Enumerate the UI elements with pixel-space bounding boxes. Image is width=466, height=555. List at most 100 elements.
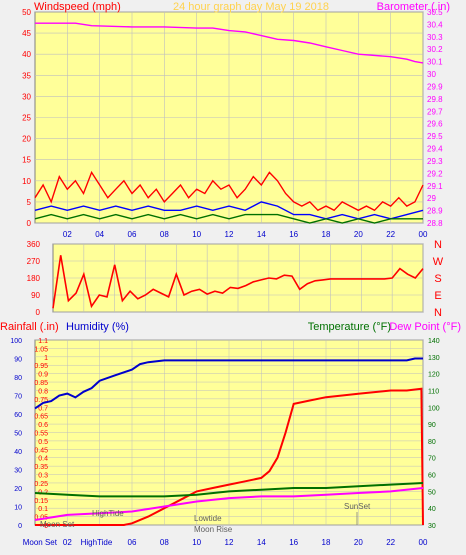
dewpoint-line [34,487,424,521]
wind-baro-series [34,22,424,224]
barometer-tick: 30.3 [427,33,443,42]
barometer-tick: 30.2 [427,45,443,54]
barometer-line [35,22,424,64]
hour-tick: 04 [95,230,104,239]
barometer-tick: 28.9 [427,207,443,216]
compass-letter: S [434,273,441,285]
hour-tick: HighTide [81,538,113,547]
hour-tick: 18 [322,538,331,547]
humidity-tick: 80 [14,375,22,382]
compass-letter: E [434,290,441,302]
rainfall-tick: 0.6 [38,422,48,429]
barometer-tick: 28.8 [427,219,443,228]
barometer-tick: 29.5 [427,132,443,141]
dewpoint-axis-label: Dew Point (°F) [389,321,461,333]
temperature-tick: 70 [428,456,436,463]
windspeed-axis-label: Windspeed (mph) [34,1,121,13]
hour-tick: 18 [322,230,331,239]
rain-temp-series [34,357,424,526]
windspeed-tick: 50 [22,8,31,17]
hour-tick: 16 [289,538,298,547]
rainfall-tick: 0.95 [34,363,48,370]
rainfall-tick: 0.4 [38,456,48,463]
rainfall-tick: 0.1 [38,506,48,513]
barometer-tick: 29.4 [427,145,443,154]
temperature-axis-label: Temperature (°F) [308,321,391,333]
graph-title: 24 hour graph day May 19 2018 [173,1,329,13]
hour-tick: 00 [419,538,428,547]
direction-tick: 0 [36,308,41,317]
temperature-line [34,482,424,498]
moon-rise-annotation: Moon Rise [194,525,233,534]
temperature-tick: 130 [428,355,440,362]
rainfall-tick-labels: 00.050.10.150.20.250.30.350.40.450.50.55… [34,338,48,530]
direction-tick: 180 [27,274,41,283]
wind-direction-gridlines [53,243,424,313]
humidity-tick: 10 [14,505,22,512]
hour-tick: 20 [354,538,363,547]
barometer-tick: 29.3 [427,157,443,166]
windspeed-tick: 45 [22,29,31,38]
rainfall-tick: 0.9 [38,372,48,379]
hour-tick: 08 [160,230,169,239]
temperature-tick: 30 [428,523,436,530]
hour-tick: 06 [128,230,137,239]
barometer-axis-label: Barometer (.in) [377,1,450,13]
temperature-tick: 120 [428,372,440,379]
wind-direction-series [52,255,424,309]
hour-tick: 16 [289,230,298,239]
humidity-tick: 20 [14,486,22,493]
hour-tick: Moon Set [23,538,58,547]
rainfall-tick: 0.35 [34,464,48,471]
rainfall-tick: 0.7 [38,405,48,412]
rainfall-tick: 0.15 [34,498,48,505]
humidity-tick: 30 [14,468,22,475]
hour-tick: 14 [257,230,266,239]
humidity-tick: 40 [14,449,22,456]
barometer-tick: 29 [427,194,436,203]
barometer-tick: 30.5 [427,8,443,17]
windspeed-tick: 40 [22,50,31,59]
rainfall-tick: 1.1 [38,338,48,345]
low-tide-annotation: Lowtide [194,514,222,523]
high-tide-annotation: HighTide [92,509,124,518]
rainfall-tick: 1 [44,355,48,362]
temperature-tick: 80 [428,439,436,446]
temperature-tick: 50 [428,489,436,496]
rainfall-tick: 0.65 [34,414,48,421]
hour-tick: 12 [225,230,234,239]
barometer-tick: 30.1 [427,58,443,67]
humidity-tick: 50 [14,431,22,438]
hour-tick: 06 [128,538,137,547]
windspeed-tick: 30 [22,92,31,101]
rainfall-tick: 0.8 [38,388,48,395]
compass-letter: W [433,256,444,268]
rain-temp-gridlines [35,339,424,526]
barometer-tick: 30 [427,70,436,79]
windspeed-tick: 25 [22,114,31,123]
rainfall-tick: 0.25 [34,481,48,488]
barometer-tick: 30.4 [427,20,443,29]
rainfall-line [35,387,424,526]
rainfall-axis-label: Rainfall (.in) [0,321,59,333]
hour-tick: 00 [419,230,428,239]
barometer-tick: 29.6 [427,120,443,129]
rainfall-tick: 0.85 [34,380,48,387]
wind-direction-line [52,255,424,309]
humidity-line [34,357,423,410]
hour-tick: 10 [192,538,201,547]
hour-tick: 12 [225,538,234,547]
rain-temp-hour-labels: Moon Set 02 HighTide 06 08 10 12 14 16 18 20 22 00 [23,538,428,547]
rainfall-tick: 1.05 [34,346,48,353]
rainfall-tick: 0.3 [38,473,48,480]
rainfall-tick: 0 [44,523,48,530]
humidity-tick: 90 [14,357,22,364]
humidity-tick: 100 [10,338,22,345]
hour-tick: 20 [354,230,363,239]
hour-tick: 14 [257,538,266,547]
hour-tick: 08 [160,538,169,547]
